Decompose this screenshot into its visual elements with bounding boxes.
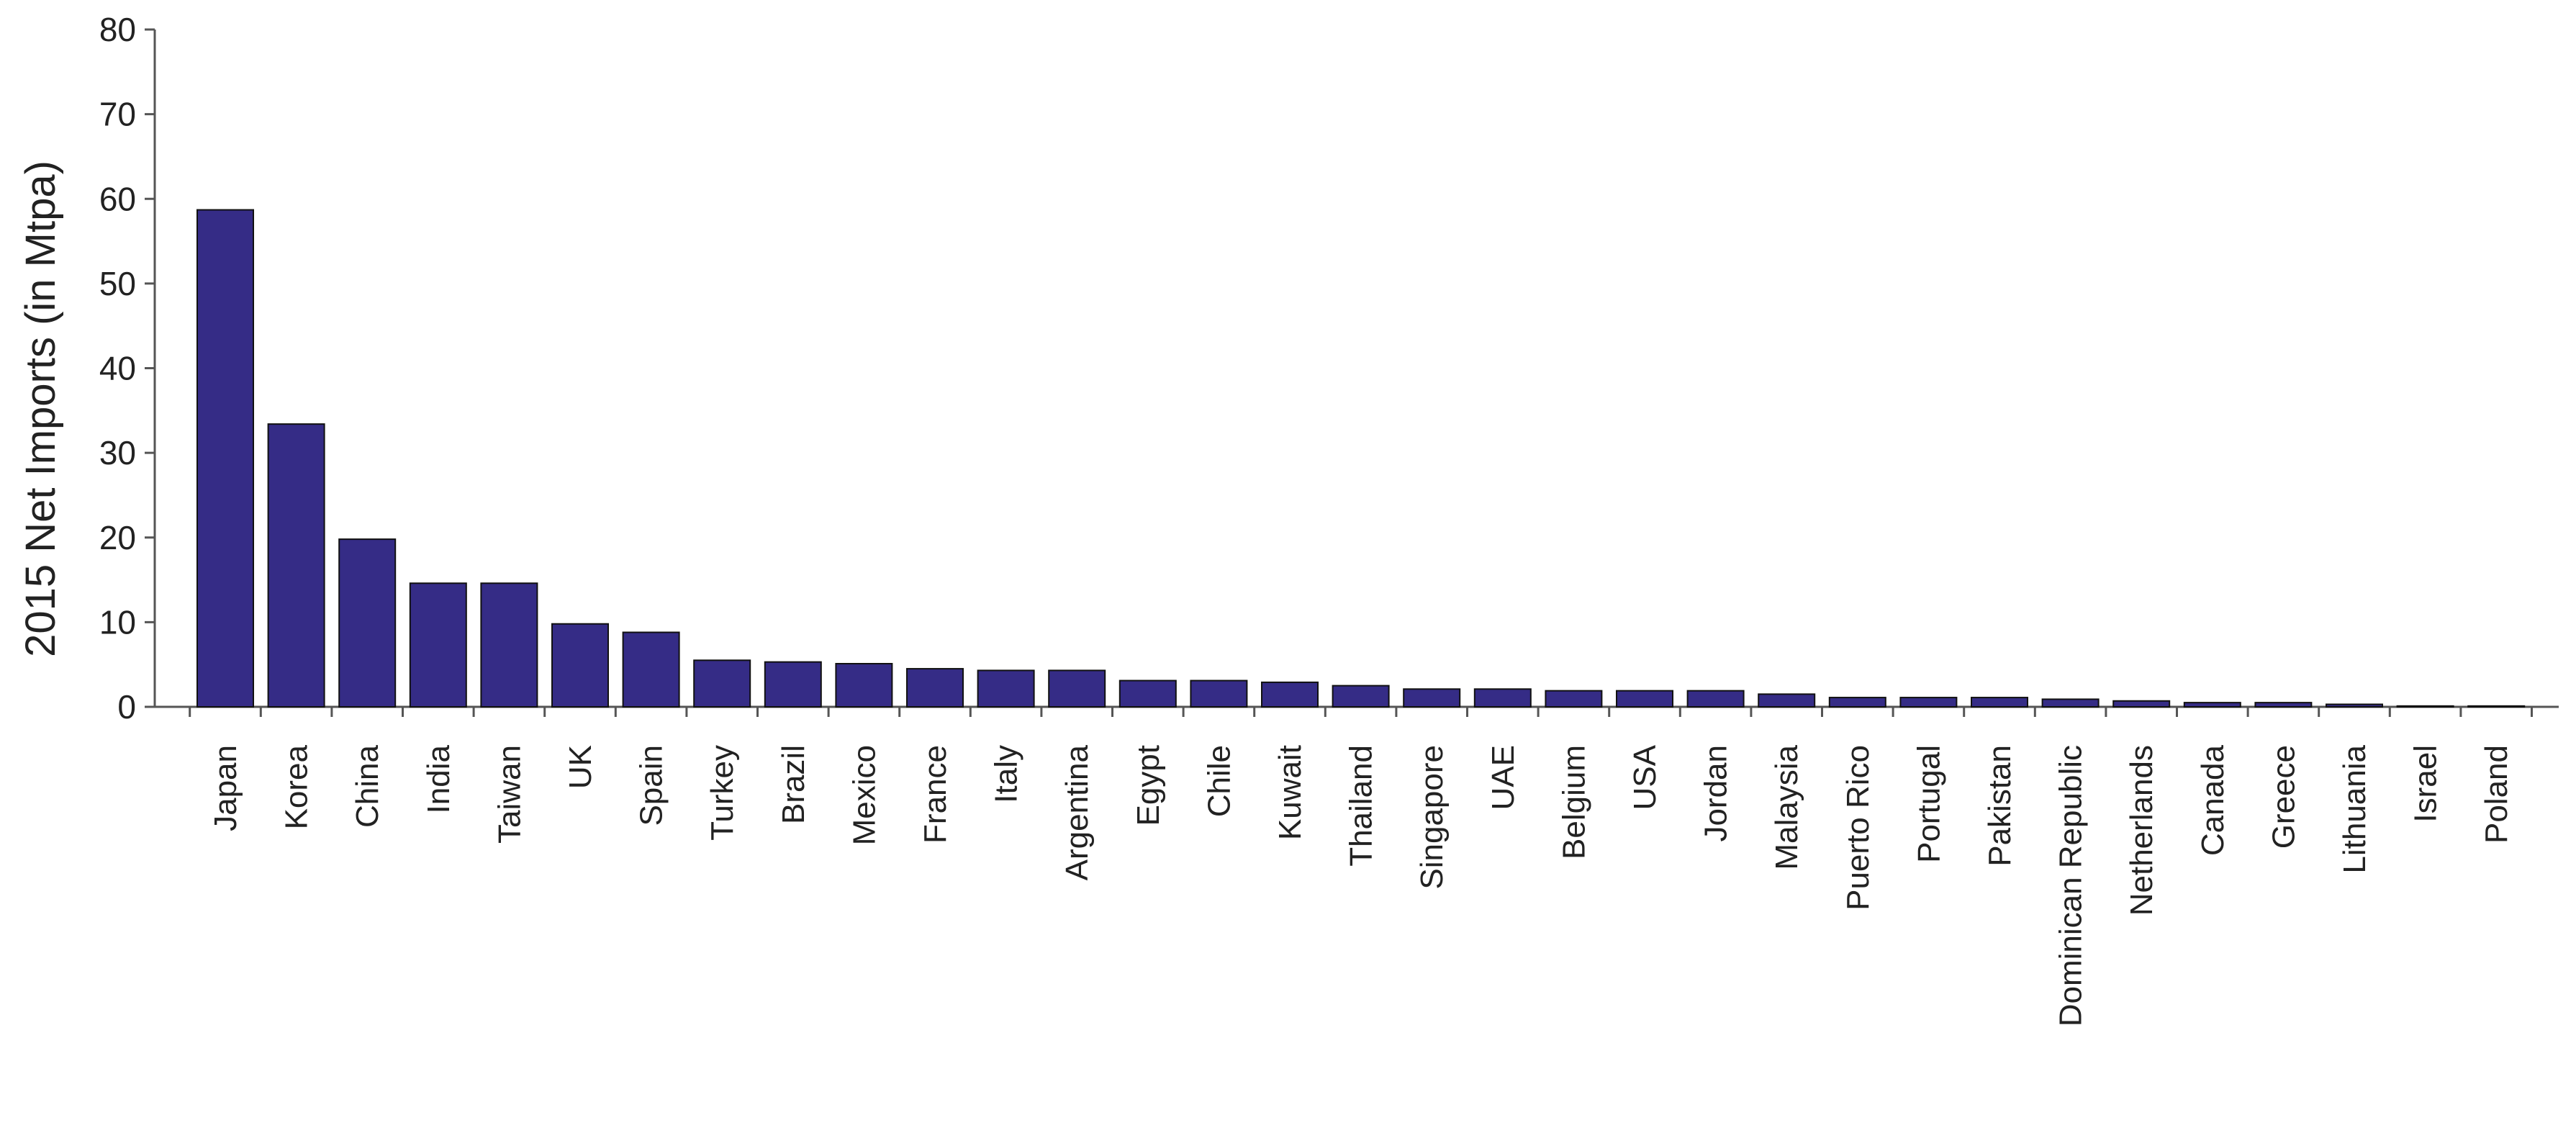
bar-usa — [1616, 690, 1673, 708]
x-category-label: Jordan — [1699, 745, 1734, 842]
bar-turkey — [693, 659, 751, 708]
bar-france — [906, 668, 964, 708]
x-category-label: Belgium — [1556, 745, 1591, 859]
x-category-label: Chile — [1201, 745, 1237, 817]
x-category-label: Portugal — [1911, 745, 1946, 863]
bar-brazil — [764, 661, 822, 708]
bar-jordan — [1686, 690, 1745, 708]
bar-china — [338, 538, 397, 708]
bar-kuwait — [1261, 681, 1319, 708]
bars — [196, 209, 2526, 708]
x-category-label: Turkey — [705, 745, 740, 841]
bar-uae — [1473, 688, 1532, 708]
bar-netherlands — [2112, 700, 2171, 708]
y-tick-label: 50 — [99, 265, 136, 302]
bar-spain — [622, 631, 680, 708]
x-category-label: Dominican Republic — [2053, 745, 2089, 1026]
x-category-label: Korea — [279, 744, 315, 829]
bar-korea — [267, 423, 325, 708]
x-category-label: Poland — [2479, 745, 2514, 844]
x-category-label: Argentina — [1059, 744, 1095, 880]
x-category-label: Netherlands — [2124, 745, 2159, 916]
bar-india — [409, 582, 467, 708]
y-tick-label: 70 — [99, 96, 136, 133]
x-category-label: Brazil — [776, 745, 811, 824]
x-category-label: Israel — [2408, 745, 2444, 823]
x-category-label: Greece — [2266, 745, 2301, 849]
x-category-label: Egypt — [1131, 745, 1166, 826]
bar-portugal — [1899, 697, 1958, 708]
x-category-label: China — [350, 744, 385, 827]
bar-belgium — [1545, 690, 1603, 708]
bar-israel — [2396, 705, 2454, 708]
x-category-label: Mexico — [846, 745, 882, 845]
y-tick-label: 60 — [99, 180, 136, 217]
y-tick-label: 0 — [117, 688, 136, 726]
x-category-label: USA — [1627, 744, 1663, 810]
bar-greece — [2254, 702, 2313, 708]
bar-uk — [551, 623, 609, 708]
bar-dominican-republic — [2041, 698, 2100, 708]
bar-lithuania — [2326, 703, 2383, 708]
x-category-label: Lithuania — [2337, 744, 2372, 873]
x-category-label: Italy — [989, 745, 1024, 803]
category-labels: Japan Korea China India Taiwan UK Spain Turkey B… — [208, 744, 2514, 1026]
bar-egypt — [1118, 679, 1177, 708]
bar-argentina — [1048, 669, 1106, 708]
bar-malaysia — [1758, 693, 1816, 708]
x-category-label: Singapore — [1414, 745, 1450, 890]
bar-taiwan — [480, 582, 538, 708]
y-tick-label: 20 — [99, 519, 136, 556]
bar-pakistan — [1971, 697, 2028, 708]
y-tick-label: 40 — [99, 350, 136, 387]
bar-chile — [1190, 679, 1248, 708]
x-category-label: Kuwait — [1273, 745, 1308, 840]
x-category-label: Canada — [2195, 744, 2231, 856]
bar-thailand — [1332, 685, 1390, 708]
bar-singapore — [1403, 688, 1461, 708]
y-tick-label: 10 — [99, 603, 136, 641]
bar-japan — [196, 209, 254, 708]
y-tick-label: 30 — [99, 434, 136, 471]
bar-mexico — [835, 663, 893, 708]
x-category-label: India — [421, 744, 456, 813]
y-axis: 0 10 20 30 40 50 60 70 80 — [99, 11, 156, 726]
x-category-label: Pakistan — [1982, 745, 2017, 867]
x-category-label: Thailand — [1344, 745, 1379, 867]
bar-puerto-rico — [1828, 697, 1886, 708]
y-tick-label: 80 — [99, 11, 136, 48]
x-category-label: UK — [563, 745, 598, 789]
x-category-label: Japan — [208, 745, 243, 831]
y-axis-title: 2015 Net Imports (in Mtpa) — [17, 161, 64, 657]
x-category-label: Puerto Rico — [1840, 745, 1876, 911]
x-category-label: UAE — [1486, 745, 1521, 810]
x-axis — [155, 705, 2559, 717]
bar-italy — [977, 669, 1035, 708]
bar-canada — [2183, 702, 2241, 708]
bar-poland — [2467, 705, 2526, 708]
x-category-label: Spain — [634, 745, 669, 826]
x-category-label: France — [918, 745, 953, 844]
x-category-label: Malaysia — [1769, 744, 1804, 870]
x-category-label: Taiwan — [492, 745, 527, 844]
